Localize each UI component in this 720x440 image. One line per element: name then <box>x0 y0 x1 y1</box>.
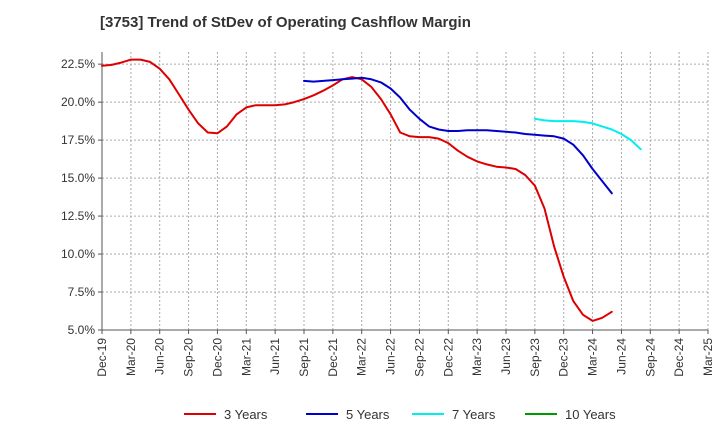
x-tick-label: Mar-25 <box>701 338 715 376</box>
x-tick-label: Mar-24 <box>586 338 600 376</box>
x-tick-label: Sep-22 <box>412 338 426 377</box>
y-tick-label: 5.0% <box>68 323 96 337</box>
x-tick-label: Dec-23 <box>557 338 571 377</box>
x-tick-label: Mar-23 <box>470 338 484 376</box>
y-tick-label: 10.0% <box>61 247 95 261</box>
legend-label: 5 Years <box>346 407 390 422</box>
x-tick-label: Dec-20 <box>210 338 224 377</box>
legend-label: 3 Years <box>224 407 268 422</box>
y-tick-label: 22.5% <box>61 57 95 71</box>
legend-label: 7 Years <box>452 407 496 422</box>
chart-title: [3753] Trend of StDev of Operating Cashf… <box>100 14 471 31</box>
y-tick-label: 7.5% <box>68 285 96 299</box>
x-tick-label: Jun-20 <box>153 338 167 375</box>
series-line-5-years <box>303 76 613 195</box>
y-tick-label: 17.5% <box>61 133 95 147</box>
plot-area <box>102 52 708 330</box>
series-line-7-years <box>533 117 642 151</box>
x-tick-label: Sep-24 <box>643 338 657 377</box>
y-tick-label: 20.0% <box>61 95 95 109</box>
x-tick-label: Dec-19 <box>95 338 109 377</box>
x-tick-label: Dec-21 <box>326 338 340 377</box>
x-tick-label: Mar-21 <box>239 338 253 376</box>
x-tick-label: Sep-21 <box>297 338 311 377</box>
y-tick-label: 12.5% <box>61 209 95 223</box>
x-tick-label: Jun-21 <box>268 338 282 375</box>
x-tick-label: Mar-20 <box>124 338 138 376</box>
x-tick-label: Sep-23 <box>528 338 542 377</box>
x-tick-label: Jun-22 <box>384 338 398 375</box>
x-tick-label: Dec-22 <box>441 338 455 377</box>
x-tick-label: Sep-20 <box>182 338 196 377</box>
x-tick-label: Mar-22 <box>355 338 369 376</box>
legend-label: 10 Years <box>565 407 616 422</box>
x-tick-label: Jun-23 <box>499 338 513 375</box>
x-tick-label: Dec-24 <box>672 338 686 377</box>
y-tick-label: 15.0% <box>61 171 95 185</box>
x-tick-label: Jun-24 <box>614 338 628 375</box>
